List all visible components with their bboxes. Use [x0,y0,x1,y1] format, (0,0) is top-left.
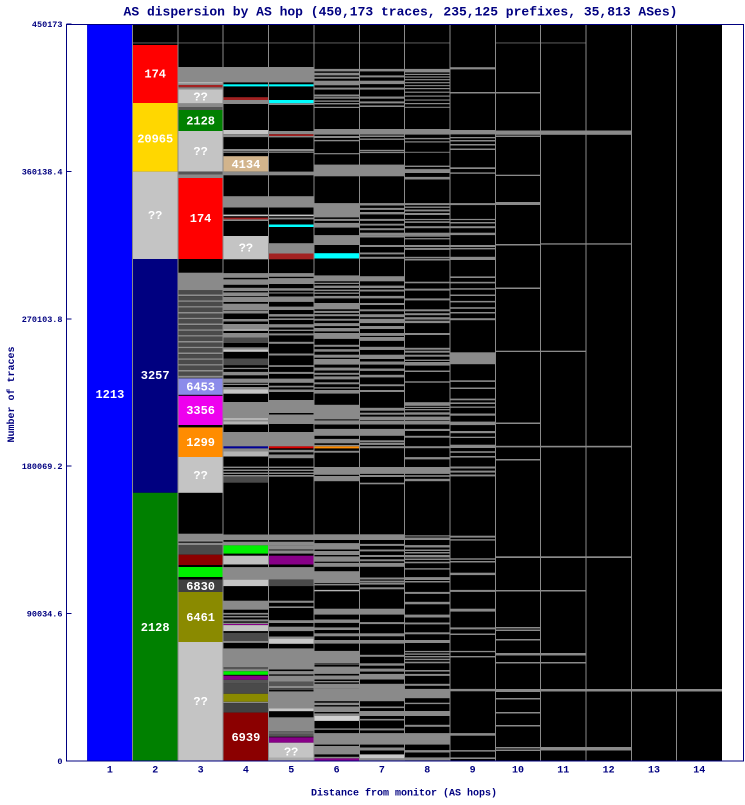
svg-text:450173: 450173 [32,20,63,30]
svg-text:??: ?? [193,145,207,159]
svg-text:9: 9 [470,766,476,777]
svg-text:2128: 2128 [141,621,170,635]
svg-text:180069.2: 180069.2 [22,462,63,472]
svg-text:Distance from monitor (AS hops: Distance from monitor (AS hops) [311,788,497,800]
svg-text:270103.8: 270103.8 [22,315,63,325]
svg-text:20965: 20965 [137,133,173,147]
svg-text:6939: 6939 [231,731,260,745]
svg-text:??: ?? [193,469,207,483]
svg-text:10: 10 [512,766,524,777]
svg-text:??: ?? [193,91,207,105]
svg-text:174: 174 [144,68,166,82]
svg-text:??: ?? [193,695,207,709]
svg-text:??: ?? [148,209,162,223]
svg-text:174: 174 [190,212,212,226]
svg-text:3257: 3257 [141,369,170,383]
svg-text:0: 0 [57,757,62,767]
svg-text:3: 3 [198,766,204,777]
svg-text:4134: 4134 [231,158,260,172]
svg-text:8: 8 [424,766,430,777]
svg-text:6: 6 [334,766,340,777]
svg-text:??: ?? [284,746,298,760]
svg-text:90034.6: 90034.6 [27,610,63,620]
svg-text:6453: 6453 [186,381,215,395]
svg-text:6461: 6461 [186,611,215,625]
svg-text:AS dispersion by AS hop (450,1: AS dispersion by AS hop (450,173 traces,… [124,5,678,20]
svg-text:Number of traces: Number of traces [6,346,18,442]
svg-text:7: 7 [379,766,385,777]
svg-text:1213: 1213 [95,388,124,402]
svg-text:12: 12 [603,766,615,777]
svg-text:3356: 3356 [186,404,215,418]
svg-text:??: ?? [239,242,253,256]
svg-text:1: 1 [107,766,113,777]
svg-text:13: 13 [648,766,660,777]
svg-text:360138.4: 360138.4 [22,167,63,177]
svg-text:5: 5 [288,766,294,777]
svg-text:1299: 1299 [186,436,215,450]
svg-text:2: 2 [152,766,158,777]
svg-text:11: 11 [557,766,569,777]
svg-text:2128: 2128 [186,115,215,129]
svg-text:4: 4 [243,766,249,777]
svg-text:6830: 6830 [186,580,215,594]
svg-text:14: 14 [693,766,705,777]
